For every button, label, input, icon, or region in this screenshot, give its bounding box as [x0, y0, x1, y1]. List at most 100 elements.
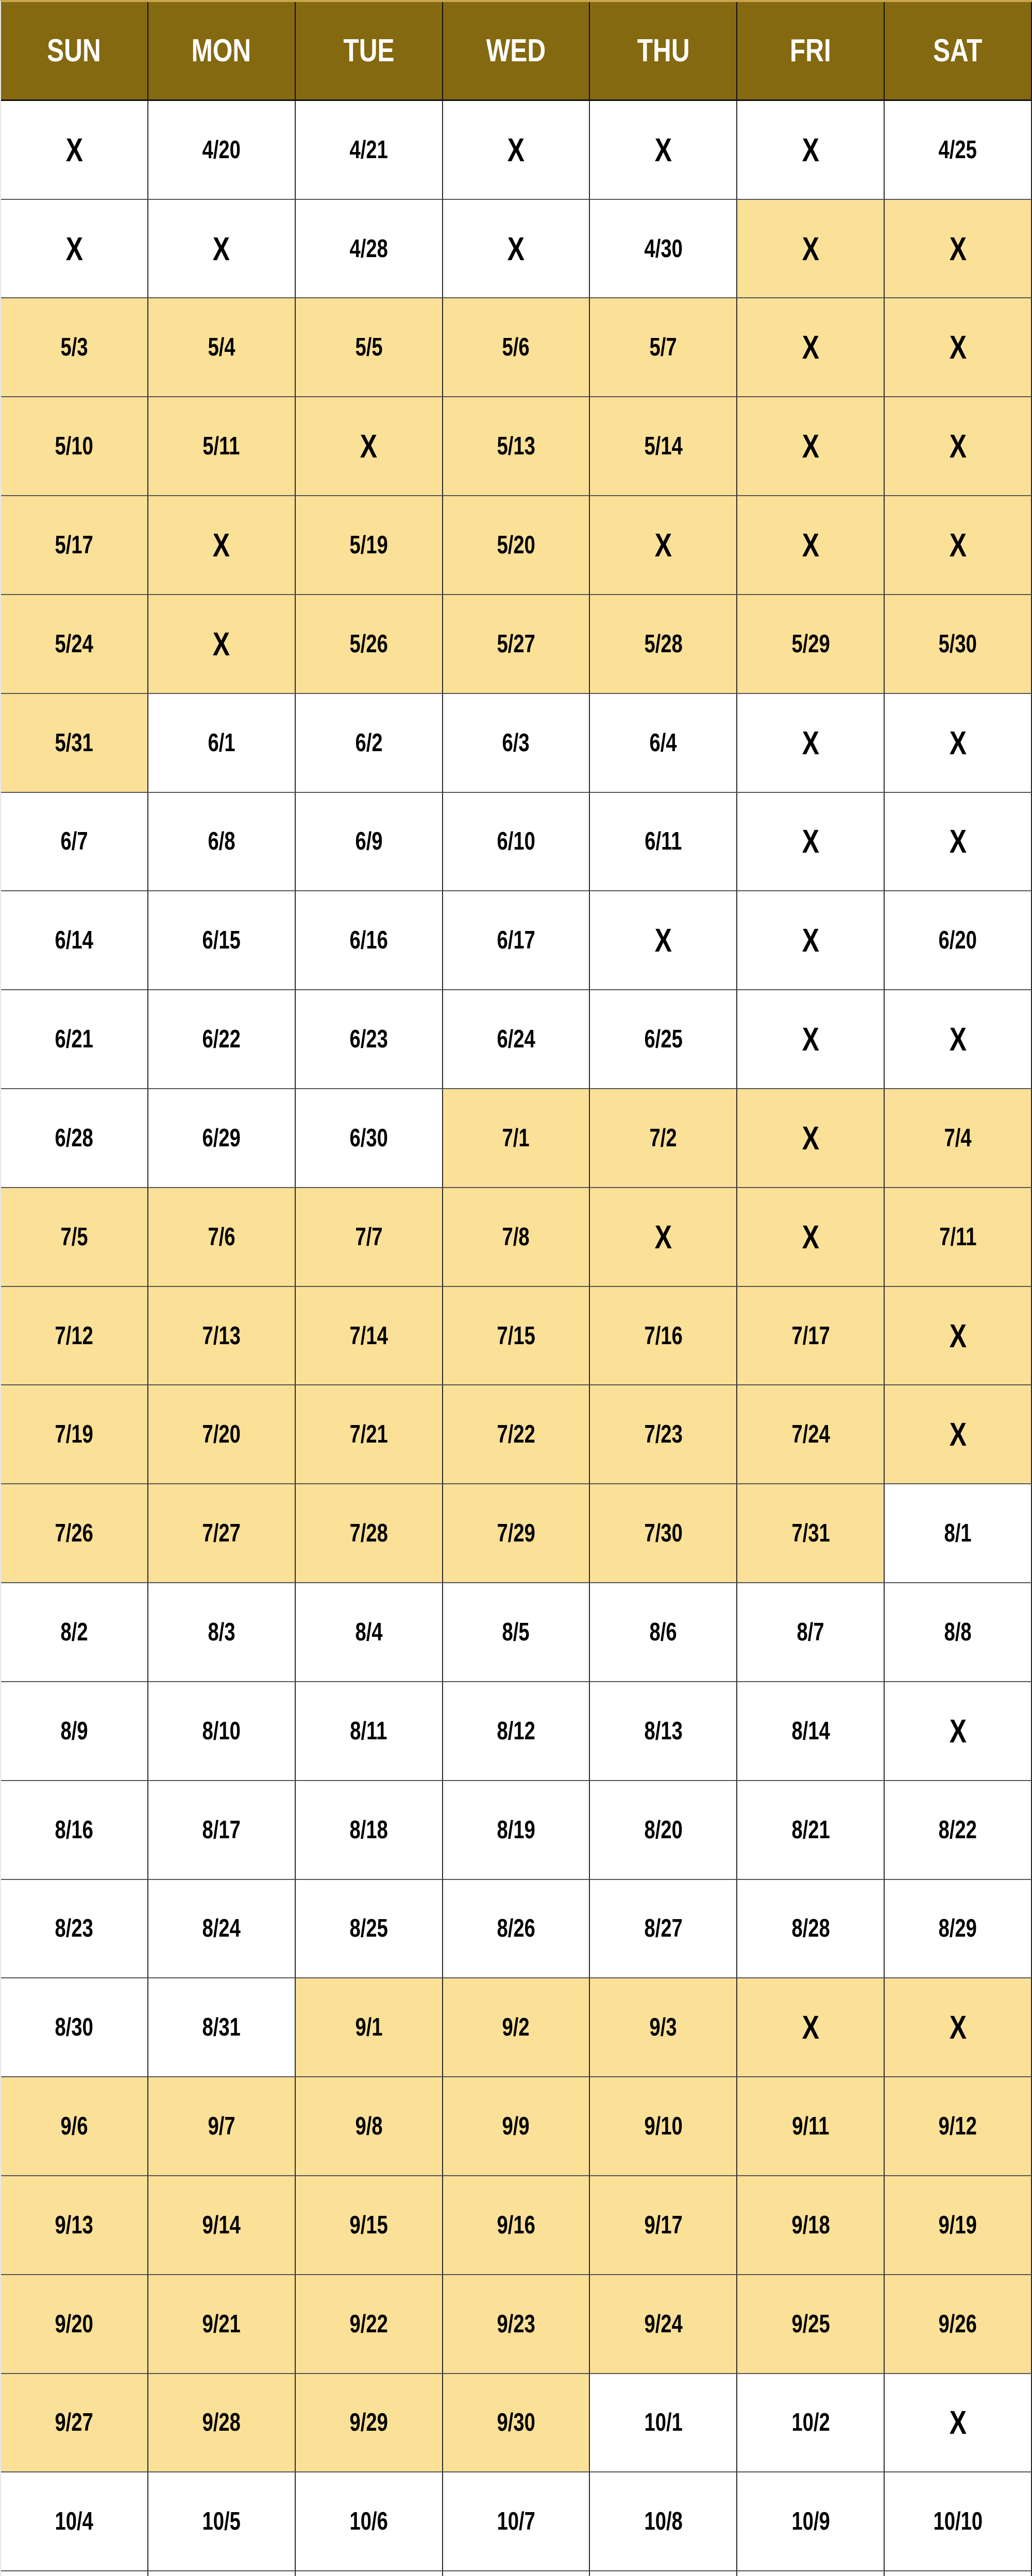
day-header-label: WED: [486, 32, 546, 69]
date-label: 7/5: [60, 1223, 88, 1251]
date-cell: 6/10: [443, 792, 590, 892]
date-label: 7/23: [644, 1420, 683, 1449]
date-label: 6/1: [208, 728, 235, 757]
day-header-label: SAT: [933, 32, 983, 69]
date-label: 9/7: [208, 2112, 235, 2141]
date-cell: 6/17: [443, 891, 590, 991]
date-cell: 4/30: [590, 199, 738, 299]
date-cell: 9/9: [443, 2077, 590, 2176]
date-label: 6/22: [202, 1025, 241, 1054]
date-cell: 5/26: [295, 595, 443, 694]
date-label: 6/17: [497, 926, 535, 955]
date-cell: 6/1: [148, 693, 296, 793]
date-cell: 7/17: [737, 1286, 885, 1386]
date-label: 4/30: [644, 234, 683, 263]
date-label: 8/14: [791, 1717, 830, 1745]
date-label: 9/19: [938, 2211, 977, 2239]
date-label: 7/8: [502, 1223, 530, 1251]
date-cell: 7/21: [295, 1385, 443, 1485]
unavailable-mark: X: [654, 922, 672, 959]
date-label: 5/19: [349, 531, 388, 559]
date-cell: 5/10: [1, 397, 148, 497]
date-cell: 5/20: [443, 496, 590, 595]
date-label: 5/29: [791, 630, 830, 658]
date-label: 9/24: [644, 2310, 683, 2338]
date-cell: 6/23: [295, 990, 443, 1089]
day-header-label: TUE: [343, 32, 395, 69]
unavailable-cell: X: [885, 792, 1032, 892]
date-cell: 8/9: [1, 1682, 148, 1781]
date-cell: 6/4: [590, 693, 738, 793]
date-cell: 10/5: [148, 2472, 296, 2572]
date-label: 9/27: [55, 2409, 94, 2437]
date-cell: 9/30: [443, 2374, 590, 2473]
date-label: 9/28: [202, 2409, 241, 2437]
date-cell: 9/28: [148, 2374, 296, 2473]
unavailable-mark: X: [949, 428, 967, 465]
date-cell: 7/19: [1, 1385, 148, 1485]
day-header-label: FRI: [790, 32, 832, 69]
date-cell: 5/19: [295, 496, 443, 595]
date-cell: 7/29: [443, 1484, 590, 1584]
date-label: 9/3: [649, 2013, 677, 2042]
date-cell: 6/7: [1, 792, 148, 892]
date-cell: 6/30: [295, 1089, 443, 1188]
date-cell: 10/8: [590, 2472, 738, 2572]
date-cell: 8/2: [1, 1583, 148, 1682]
date-cell: 10/2: [737, 2374, 885, 2473]
date-cell: 9/27: [1, 2374, 148, 2473]
date-cell: 7/11: [885, 1188, 1032, 1287]
date-cell: 10/10: [885, 2472, 1032, 2572]
date-label: 8/12: [497, 1717, 535, 1745]
date-label: 7/29: [497, 1519, 535, 1548]
date-label: 8/9: [60, 1717, 88, 1745]
unavailable-mark: X: [949, 2009, 967, 2046]
unavailable-mark: X: [654, 526, 672, 564]
date-cell: 6/24: [443, 990, 590, 1089]
date-label: 5/11: [202, 432, 240, 461]
unavailable-mark: X: [213, 526, 230, 564]
date-label: 9/18: [791, 2211, 830, 2239]
date-cell: 9/11: [737, 2077, 885, 2176]
date-cell: 8/14: [737, 1682, 885, 1781]
date-cell: 5/27: [443, 595, 590, 694]
date-label: 8/3: [208, 1618, 235, 1646]
unavailable-cell: X: [1, 100, 148, 200]
date-label: 8/7: [797, 1618, 824, 1646]
day-header-label: THU: [637, 32, 690, 69]
unavailable-cell: X: [885, 990, 1032, 1089]
date-label: 5/20: [497, 531, 535, 559]
date-cell: 5/13: [443, 397, 590, 497]
date-cell: 8/7: [737, 1583, 885, 1682]
day-header-label: SUN: [47, 32, 101, 69]
date-label: 9/26: [938, 2310, 977, 2338]
unavailable-mark: X: [65, 131, 83, 168]
unavailable-cell: X: [737, 1089, 885, 1188]
date-label: 8/1: [944, 1519, 972, 1548]
date-cell: 8/17: [148, 1781, 296, 1880]
unavailable-cell: X: [737, 298, 885, 398]
date-label: 6/15: [202, 926, 241, 955]
date-cell: 9/29: [295, 2374, 443, 2473]
date-cell: 7/6: [148, 1188, 296, 1287]
date-cell: 6/28: [1, 1089, 148, 1188]
date-label: 10/8: [644, 2507, 683, 2536]
date-cell: 5/28: [590, 595, 738, 694]
unavailable-cell: X: [148, 595, 296, 694]
date-cell: 8/3: [148, 1583, 296, 1682]
date-cell: 6/8: [148, 792, 296, 892]
date-label: 5/24: [55, 630, 94, 658]
date-label: 9/12: [938, 2112, 977, 2141]
date-label: 8/26: [497, 1914, 535, 1943]
unavailable-mark: X: [949, 1317, 967, 1354]
date-cell: 8/5: [443, 1583, 590, 1682]
date-cell: 6/16: [295, 891, 443, 991]
day-header-label: MON: [191, 32, 251, 69]
date-label: 7/28: [349, 1519, 388, 1548]
date-cell: 9/22: [295, 2275, 443, 2374]
date-label: 8/31: [202, 2013, 241, 2042]
date-cell: 10/1: [590, 2374, 738, 2473]
date-cell: 8/1: [885, 1484, 1032, 1584]
date-label: 7/11: [939, 1223, 977, 1251]
date-cell: 9/7: [148, 2077, 296, 2176]
